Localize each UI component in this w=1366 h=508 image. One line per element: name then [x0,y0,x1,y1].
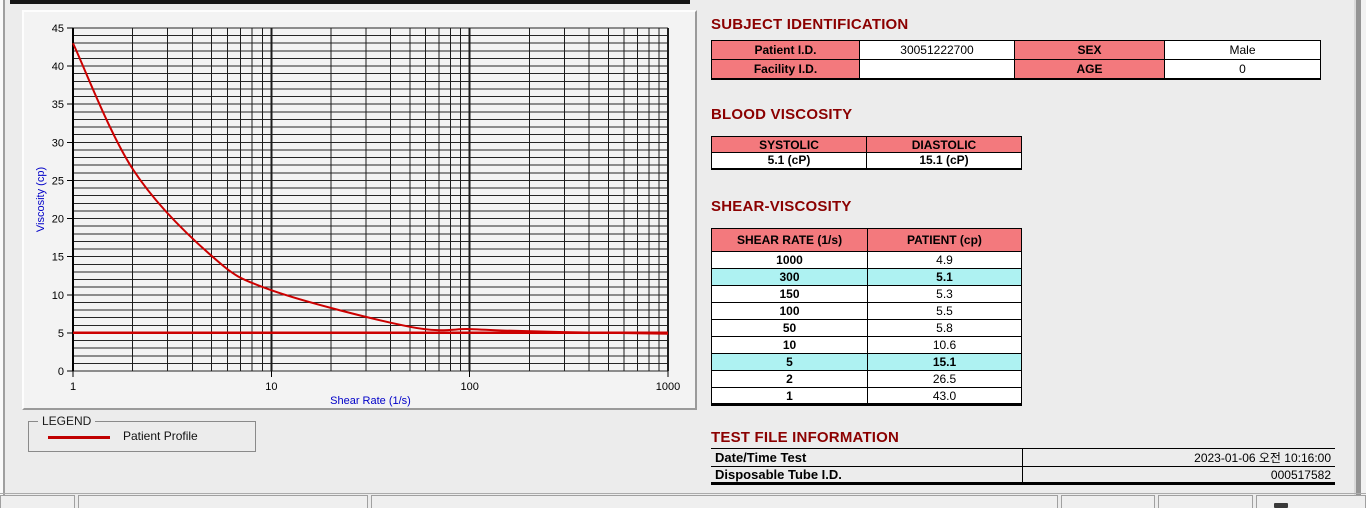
table-row-selected[interactable]: 5 15.1 [711,353,1022,371]
shear-rate-cell[interactable]: 1 [711,387,868,405]
table-row[interactable]: 150 5.3 [711,285,1022,303]
patient-value-cell[interactable]: 5.5 [867,302,1022,320]
status-bar-divider [0,493,1366,494]
diastolic-header: DIASTOLIC [866,136,1022,153]
subject-identification-title: SUBJECT IDENTIFICATION [711,16,909,33]
left-window-frame [0,0,3,508]
svg-text:100: 100 [460,381,478,393]
shear-rate-cell[interactable]: 1000 [711,251,868,269]
right-window-frame-outer [1361,0,1366,508]
status-panel [0,495,75,508]
systolic-value: 5.1 (cP) [711,152,867,169]
svg-text:15: 15 [52,252,64,264]
test-file-information-title: TEST FILE INFORMATION [711,429,900,446]
right-window-frame [1354,0,1356,508]
status-panel [1256,495,1366,508]
svg-text:35: 35 [52,99,64,111]
table-row: Patient I.D. 30051222700 SEX Male [711,40,1321,60]
age-value[interactable]: 0 [1164,59,1321,79]
patient-value-cell[interactable]: 4.9 [867,251,1022,269]
facility-id-label: Facility I.D. [711,59,860,79]
shear-rate-cell[interactable]: 300 [711,268,868,286]
systolic-header: SYSTOLIC [711,136,867,153]
svg-text:10: 10 [265,381,277,393]
top-window-edge [10,0,690,4]
status-panel [78,495,368,508]
blood-viscosity-title: BLOOD VISCOSITY [711,106,853,123]
shear-rate-cell[interactable]: 10 [711,336,868,354]
status-panel [1158,495,1253,508]
svg-text:45: 45 [52,23,64,35]
shear-rate-cell[interactable]: 5 [711,353,868,371]
test-file-information-table: Date/Time Test 2023-01-06 오전 10:16:00 Di… [711,448,1335,485]
status-panel [371,495,1058,508]
shear-rate-column-header: SHEAR RATE (1/s) [711,228,868,252]
table-row: 5.1 (cP) 15.1 (cP) [711,152,1022,169]
viscosity-chart-panel: 0 5 10 15 20 25 30 35 40 45 1 10 100 1000 Shear Rate (… [22,10,697,410]
shear-viscosity-title: SHEAR-VISCOSITY [711,198,852,215]
diastolic-value: 15.1 (cP) [866,152,1022,169]
table-row[interactable]: 1000 4.9 [711,251,1022,269]
table-row: Date/Time Test 2023-01-06 오전 10:16:00 [711,448,1335,467]
legend-entry-label: Patient Profile [123,429,198,443]
svg-text:5: 5 [58,328,64,340]
x-axis-title: Shear Rate (1/s) [330,395,411,407]
svg-text:40: 40 [52,61,64,73]
subject-identification-table: Patient I.D. 30051222700 SEX Male Facili… [711,40,1321,80]
shear-viscosity-table: SHEAR RATE (1/s) PATIENT (cp) 1000 4.9 3… [711,228,1022,406]
right-window-frame-line [1356,0,1361,508]
patient-value-cell[interactable]: 10.6 [867,336,1022,354]
datetime-test-value: 2023-01-06 오전 10:16:00 [1022,448,1335,467]
table-row[interactable]: 2 26.5 [711,370,1022,388]
sex-label: SEX [1014,40,1165,60]
blood-viscosity-table: SYSTOLIC DIASTOLIC 5.1 (cP) 15.1 (cP) [711,136,1022,170]
status-partial-glyph [1274,503,1288,508]
status-panel [1061,495,1155,508]
svg-text:1: 1 [70,381,76,393]
patient-value-cell[interactable]: 15.1 [867,353,1022,371]
svg-text:30: 30 [52,137,64,149]
age-label: AGE [1014,59,1165,79]
left-window-frame-line [3,0,5,508]
table-row: Facility I.D. AGE 0 [711,59,1321,79]
disposable-tube-id-label: Disposable Tube I.D. [711,466,1023,484]
patient-profile-line-swatch [48,436,110,439]
patient-id-value[interactable]: 30051222700 [859,40,1015,60]
legend-groupbox: LEGEND Patient Profile [28,414,256,452]
patient-value-cell[interactable]: 26.5 [867,370,1022,388]
shear-viscosity-chart: 0 5 10 15 20 25 30 35 40 45 1 10 100 1000 Shear Rate (… [35,23,680,407]
patient-value-cell[interactable]: 5.8 [867,319,1022,337]
patient-profile-curve [72,42,669,335]
table-header-row: SHEAR RATE (1/s) PATIENT (cp) [711,228,1022,252]
y-axis-title: Viscosity (cp) [35,167,47,232]
sex-value[interactable]: Male [1164,40,1321,60]
disposable-tube-id-value: 000517582 [1022,466,1335,484]
table-row[interactable]: 100 5.5 [711,302,1022,320]
shear-rate-cell[interactable]: 150 [711,285,868,303]
patient-value-cell[interactable]: 5.1 [867,268,1022,286]
patient-id-label: Patient I.D. [711,40,860,60]
legend-title: LEGEND [38,414,96,428]
facility-id-value[interactable] [859,59,1015,79]
patient-value-cell[interactable]: 43.0 [867,387,1022,405]
datetime-test-label: Date/Time Test [711,448,1023,467]
patient-column-header: PATIENT (cp) [867,228,1022,252]
shear-rate-cell[interactable]: 2 [711,370,868,388]
table-row[interactable]: 10 10.6 [711,336,1022,354]
table-row[interactable]: 1 43.0 [711,387,1022,405]
svg-text:1000: 1000 [656,381,680,393]
table-row: SYSTOLIC DIASTOLIC [711,136,1022,153]
table-row-selected[interactable]: 300 5.1 [711,268,1022,286]
shear-rate-cell[interactable]: 100 [711,302,868,320]
svg-text:20: 20 [52,214,64,226]
svg-text:25: 25 [52,175,64,187]
patient-value-cell[interactable]: 5.3 [867,285,1022,303]
table-row[interactable]: 50 5.8 [711,319,1022,337]
shear-rate-cell[interactable]: 50 [711,319,868,337]
svg-text:0: 0 [58,366,64,378]
svg-text:10: 10 [52,290,64,302]
table-row: Disposable Tube I.D. 000517582 [711,466,1335,484]
